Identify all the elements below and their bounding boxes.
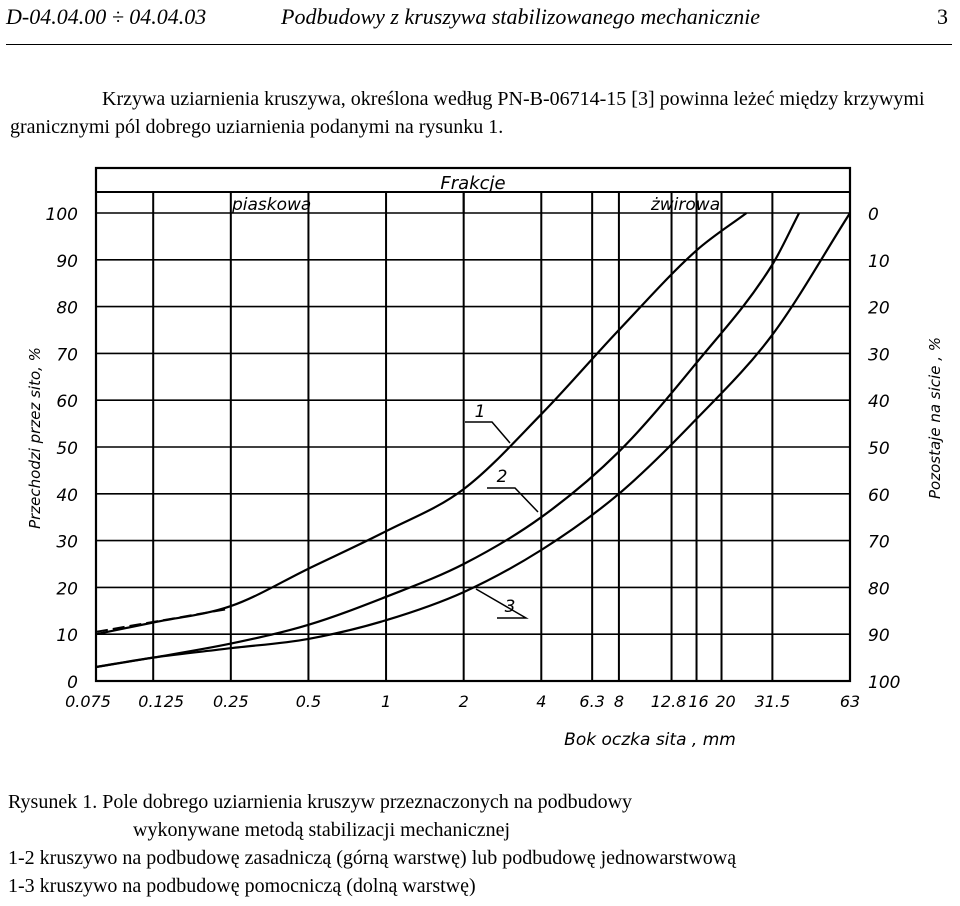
curve-leader-3 (475, 588, 529, 619)
y-left-tick-30: 30 (56, 533, 78, 553)
y-right-tick-50: 50 (868, 439, 890, 459)
intro-text: Krzywa uziarnienia kruszywa, określona w… (10, 88, 925, 138)
x-tick-4: 4 (536, 692, 546, 711)
chart-grid (95, 192, 851, 682)
x-tick-16: 16 (688, 692, 708, 711)
plot-border (94, 166, 852, 683)
x-tick-12.8: 12.8 (651, 692, 687, 711)
y-axis-label-right: Pozostaje na sicie , % (926, 337, 944, 499)
x-tick-1: 1 (381, 692, 391, 711)
y-right-tick-70: 70 (868, 533, 890, 553)
x-tick-0.5: 0.5 (296, 692, 321, 711)
x-tick-0.125: 0.125 (138, 692, 184, 711)
y-right-tick-40: 40 (868, 392, 890, 412)
x-axis-label: Bok oczka sita , mm (564, 730, 736, 750)
y-left-tick-0: 0 (67, 673, 78, 693)
y-left-tick-20: 20 (56, 579, 78, 599)
curve-1 (95, 212, 748, 636)
intro-paragraph: Krzywa uziarnienia kruszywa, określona w… (10, 85, 955, 141)
x-tick-20: 20 (715, 692, 735, 711)
x-tick-31.5: 31.5 (755, 692, 791, 711)
curve-label-3: 3 (505, 597, 516, 617)
caption-line-1: Rysunek 1. Pole dobrego uziarnienia krus… (8, 791, 633, 813)
y-right-tick-80: 80 (868, 579, 890, 599)
caption-line-4: 1-3 kruszywo na podbudowę pomocniczą (do… (8, 875, 476, 897)
y-left-tick-80: 80 (56, 299, 78, 319)
y-right-tick-60: 60 (868, 486, 890, 506)
y-axis-label-left: Przechodzi przez sito, % (26, 347, 44, 529)
figure-caption: Rysunek 1. Pole dobrego uziarnienia krus… (8, 788, 958, 900)
y-left-tick-40: 40 (56, 486, 78, 506)
caption-line-2: wykonywane metodą stabilizacji mechanicz… (133, 819, 511, 841)
caption-line-3: 1-2 kruszywo na podbudowę zasadniczą (gó… (8, 847, 737, 869)
x-tick-6.3: 6.3 (579, 692, 604, 711)
chart-frame (94, 166, 852, 683)
y-left-tick-90: 90 (56, 252, 78, 272)
curve-leader-1 (465, 421, 511, 444)
y-right-tick-0: 0 (868, 205, 879, 225)
page-header: D-04.04.00 ÷ 04.04.03 Podbudowy z kruszy… (6, 4, 952, 45)
curve-2 (95, 212, 801, 669)
page-number: 3 (937, 4, 948, 29)
dashed-segment (95, 607, 231, 633)
fraction-sand-label: piaskowa (231, 195, 311, 215)
document-title: Podbudowy z kruszywa stabilizowanego mec… (281, 4, 761, 29)
y-left-tick-10: 10 (56, 626, 78, 646)
y-left-tick-100: 100 (46, 205, 78, 225)
x-tick-8: 8 (614, 692, 624, 711)
y-right-tick-30: 30 (868, 345, 890, 365)
y-left-tick-70: 70 (56, 345, 78, 365)
y-left-tick-60: 60 (56, 392, 78, 412)
y-right-tick-10: 10 (868, 252, 890, 272)
fraction-gravel-label: żwirowa (650, 195, 720, 215)
fractions-header: Frakcje (440, 173, 505, 194)
curve-3 (95, 212, 851, 669)
x-tick-0.075: 0.075 (65, 692, 111, 711)
x-tick-63: 63 (840, 692, 860, 711)
y-right-tick-20: 20 (868, 299, 890, 319)
y-right-tick-100: 100 (868, 673, 900, 693)
y-right-tick-90: 90 (868, 626, 890, 646)
curve-label-1: 1 (475, 402, 486, 422)
curve-leader-2 (487, 487, 539, 513)
x-tick-0.25: 0.25 (213, 692, 249, 711)
chart-series (95, 212, 851, 669)
y-left-tick-50: 50 (56, 439, 78, 459)
document-code: D-04.04.00 ÷ 04.04.03 (6, 4, 207, 29)
curve-label-2: 2 (497, 467, 508, 487)
x-tick-2: 2 (459, 692, 469, 711)
